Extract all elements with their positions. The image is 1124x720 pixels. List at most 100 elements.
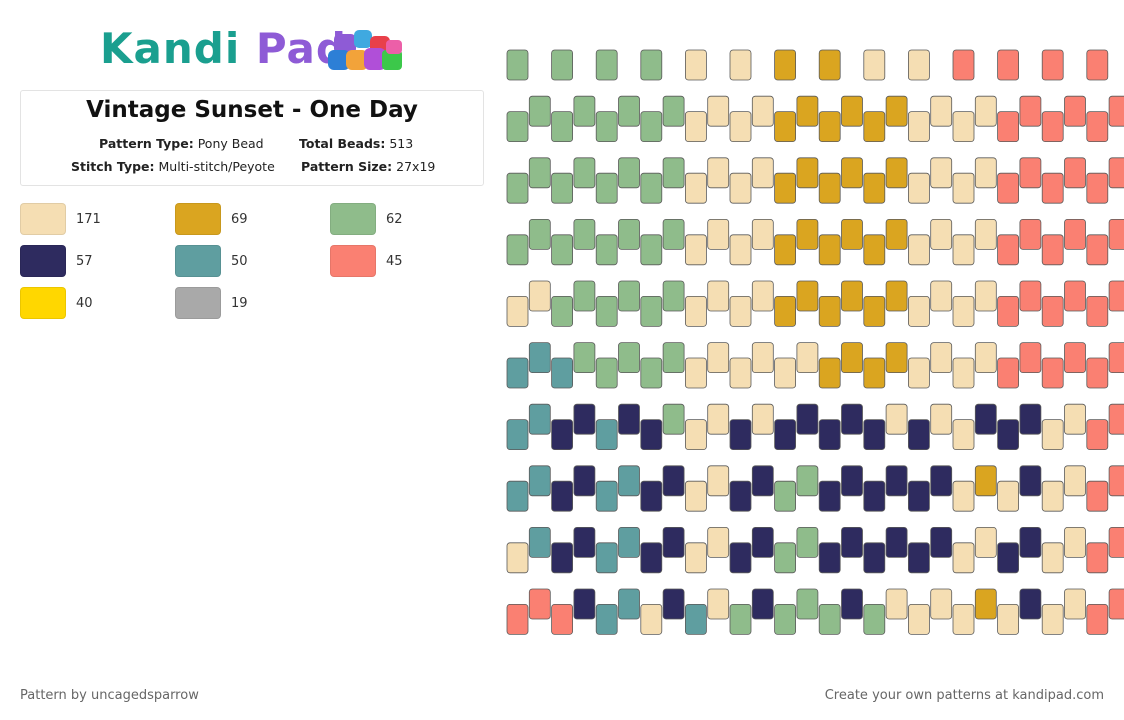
legend-item: 19 <box>175 287 248 319</box>
bead-count: 62 <box>386 211 403 227</box>
bead <box>1064 280 1086 312</box>
bead <box>506 172 529 204</box>
bead <box>595 542 618 574</box>
bead <box>974 95 997 127</box>
bead <box>662 527 685 558</box>
pattern-size-label: Pattern Size: <box>301 159 393 174</box>
bead <box>1064 588 1086 620</box>
bead <box>551 480 573 512</box>
bead <box>841 465 863 497</box>
bead <box>841 157 863 189</box>
bead <box>729 172 752 204</box>
bead <box>729 419 752 451</box>
bead <box>796 588 819 620</box>
bead <box>863 295 886 327</box>
bead <box>685 542 707 574</box>
bead <box>551 49 573 81</box>
bead <box>863 542 886 574</box>
bead <box>796 157 819 189</box>
bead <box>640 357 663 389</box>
bead <box>1041 419 1064 451</box>
bead <box>1086 234 1109 266</box>
bead <box>774 111 796 142</box>
bead <box>1086 172 1109 204</box>
bead <box>952 49 975 81</box>
bead <box>908 604 930 635</box>
bead <box>774 542 796 574</box>
bead <box>573 588 596 620</box>
bead <box>729 480 752 512</box>
bead <box>528 95 551 127</box>
stitch-type-label: Stitch Type: <box>71 159 155 174</box>
bead-count: 45 <box>386 253 403 269</box>
bead <box>1108 280 1124 312</box>
bead <box>751 465 774 497</box>
bead <box>595 357 618 389</box>
bead <box>595 111 618 142</box>
color-swatch <box>20 245 66 277</box>
pattern-size-value: 27x19 <box>396 159 436 174</box>
bead <box>908 234 930 266</box>
bead <box>573 157 596 189</box>
bead <box>1064 403 1086 435</box>
bead <box>885 588 908 620</box>
bead-count: 19 <box>231 295 248 311</box>
bead <box>640 542 663 574</box>
bead <box>818 480 841 512</box>
bead <box>930 157 953 189</box>
bead <box>573 218 596 250</box>
bead <box>997 480 1019 512</box>
bead <box>551 604 573 635</box>
legend-item: 50 <box>175 245 248 277</box>
bead <box>506 357 529 389</box>
bead <box>885 527 908 558</box>
bead <box>506 111 529 142</box>
pattern-size: Pattern Size: 27x19 <box>301 159 435 174</box>
bead <box>952 172 975 204</box>
bead <box>1041 480 1064 512</box>
bead <box>595 295 618 327</box>
bead <box>1108 465 1124 497</box>
bead <box>818 49 841 81</box>
bead <box>930 95 953 127</box>
bead <box>685 234 707 266</box>
logo-wordmark: Kandi Pad <box>100 24 347 74</box>
pattern-title: Vintage Sunset - One Day <box>86 97 418 123</box>
bead <box>618 527 640 558</box>
legend-item: 45 <box>330 245 403 277</box>
bead <box>818 234 841 266</box>
bead <box>573 403 596 435</box>
create-pattern-link[interactable]: Create your own patterns at kandipad.com <box>824 688 1104 703</box>
bead <box>573 342 596 374</box>
bead <box>640 111 663 142</box>
bead <box>997 49 1019 81</box>
bead <box>997 357 1019 389</box>
bead <box>662 218 685 250</box>
bead <box>506 49 529 81</box>
bead <box>885 280 908 312</box>
logo-word-kandi: Kandi <box>100 24 241 73</box>
bead <box>751 95 774 127</box>
bead <box>685 49 707 81</box>
bead <box>1064 218 1086 250</box>
bead <box>640 234 663 266</box>
bead <box>774 357 796 389</box>
bead <box>841 218 863 250</box>
bead <box>506 419 529 451</box>
bead <box>1041 604 1064 635</box>
bead <box>885 342 908 374</box>
bead <box>595 49 618 81</box>
bead <box>952 234 975 266</box>
bead <box>974 465 997 497</box>
bead <box>841 403 863 435</box>
bead <box>885 218 908 250</box>
color-swatch <box>20 203 66 235</box>
bead <box>595 419 618 451</box>
bead <box>573 95 596 127</box>
bead <box>685 111 707 142</box>
bead <box>1086 480 1109 512</box>
bead <box>506 604 529 635</box>
kandipad-logo[interactable]: Kandi Pad <box>100 24 410 80</box>
bead <box>640 172 663 204</box>
bead <box>618 588 640 620</box>
